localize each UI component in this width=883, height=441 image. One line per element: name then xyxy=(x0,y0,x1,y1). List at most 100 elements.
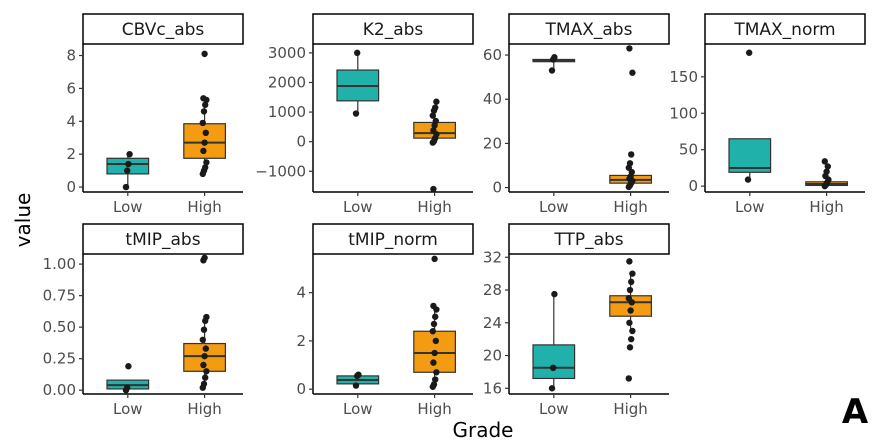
data-point xyxy=(433,369,440,376)
y-tick-label: 2 xyxy=(296,332,306,350)
y-tick-label: 16 xyxy=(483,379,502,397)
data-point xyxy=(548,67,556,74)
facet-title: K2_abs xyxy=(363,20,424,40)
data-point xyxy=(626,286,634,294)
data-point xyxy=(430,359,437,366)
x-tick-label: High xyxy=(417,198,451,216)
facet-panel-k2-abs: K2_abs −1000 0 1000 2000 3000 Low High xyxy=(255,13,474,216)
data-point xyxy=(203,159,210,166)
x-tick-label: Low xyxy=(343,400,373,418)
data-point xyxy=(626,45,633,52)
facet-panel-ttp-abs: TTP_abs 16 20 24 28 32 Low High xyxy=(483,223,670,418)
facet-title: TMAX_abs xyxy=(545,20,633,40)
y-tick-label: 6 xyxy=(66,79,76,97)
data-point xyxy=(824,163,831,170)
x-tick-label: Low xyxy=(539,198,569,216)
y-tick-label: 0.25 xyxy=(43,350,76,368)
data-point xyxy=(432,313,439,320)
data-point xyxy=(355,371,362,378)
data-point xyxy=(199,336,206,343)
x-tick-label: High xyxy=(187,400,221,418)
data-point xyxy=(124,167,131,174)
y-tick-label: 40 xyxy=(483,90,502,108)
x-tick-label: Low xyxy=(343,198,373,216)
data-point xyxy=(430,185,437,193)
data-point xyxy=(201,139,208,146)
facet-title: CBVc_abs xyxy=(122,20,205,40)
box-low xyxy=(532,344,576,380)
data-point xyxy=(122,183,130,191)
data-point xyxy=(432,337,439,345)
data-point xyxy=(200,380,208,388)
data-point xyxy=(199,119,206,127)
data-point xyxy=(625,375,632,382)
data-point xyxy=(548,385,556,392)
y-tick-label: 1000 xyxy=(268,103,306,121)
data-point xyxy=(821,158,828,165)
data-point xyxy=(628,151,635,158)
data-point xyxy=(430,320,438,328)
y-axis-title: value xyxy=(11,193,35,248)
x-tick-label: Low xyxy=(113,400,143,418)
data-point xyxy=(626,344,634,351)
data-point xyxy=(628,278,635,286)
box-low xyxy=(728,138,772,173)
x-tick-label: Low xyxy=(113,198,143,216)
y-tick-label: 0.00 xyxy=(43,381,76,399)
facet-panel-cbvc-abs: CBVc_abs 0 2 4 6 8 Low High xyxy=(66,13,244,216)
data-point xyxy=(200,108,208,115)
facet-title: TTP_abs xyxy=(553,230,623,250)
data-point xyxy=(124,384,131,391)
x-tick-label: Low xyxy=(735,198,765,216)
facet-panel-tmax-norm: TMAX_norm 0 50 100 150 Low High xyxy=(669,13,866,216)
data-point xyxy=(203,313,210,321)
facet-title: TMAX_norm xyxy=(733,20,835,40)
data-point xyxy=(432,104,439,111)
data-point xyxy=(430,381,438,388)
data-point xyxy=(626,160,634,167)
data-point xyxy=(202,374,209,381)
facet-strip xyxy=(704,13,866,45)
y-tick-label: −1000 xyxy=(255,162,306,180)
data-point xyxy=(625,295,632,302)
facet-panel-tmax-abs: TMAX_abs 0 20 40 60 Low High xyxy=(483,13,670,216)
data-point xyxy=(201,352,208,360)
data-point xyxy=(550,364,557,372)
data-point xyxy=(628,335,635,343)
y-tick-label: 50 xyxy=(679,141,698,159)
y-tick-label: 0 xyxy=(688,177,698,195)
data-point xyxy=(629,327,636,335)
y-tick-label: 100 xyxy=(669,104,698,122)
y-tick-label: 24 xyxy=(483,314,502,332)
data-point xyxy=(551,54,558,61)
data-point xyxy=(354,49,361,57)
facet-panel-tmip-norm: tMIP_norm 0 2 4 Low High xyxy=(296,223,474,418)
data-point xyxy=(432,376,439,383)
data-point xyxy=(746,49,753,56)
data-point xyxy=(200,147,207,155)
x-tick-label: Low xyxy=(539,400,569,418)
x-tick-label: High xyxy=(417,400,451,418)
data-point xyxy=(432,117,439,125)
data-point xyxy=(629,270,636,277)
x-tick-label: High xyxy=(187,198,221,216)
data-point xyxy=(352,382,360,389)
data-point xyxy=(626,258,633,265)
data-point xyxy=(744,176,752,183)
facet-strip xyxy=(508,223,670,255)
y-tick-label: 150 xyxy=(669,68,698,86)
x-tick-label: High xyxy=(613,198,647,216)
data-point xyxy=(431,255,438,263)
y-tick-label: 0 xyxy=(296,380,306,398)
facet-strip xyxy=(312,223,474,255)
y-tick-label: 0.75 xyxy=(43,287,76,305)
data-point xyxy=(200,95,207,102)
y-tick-label: 20 xyxy=(483,347,502,365)
y-tick-label: 1.00 xyxy=(43,255,76,273)
y-tick-label: 2 xyxy=(66,145,76,163)
y-tick-label: 0.50 xyxy=(43,318,76,336)
panel-letter: A xyxy=(842,392,869,432)
data-point xyxy=(125,363,132,370)
y-tick-label: 0 xyxy=(296,133,306,151)
